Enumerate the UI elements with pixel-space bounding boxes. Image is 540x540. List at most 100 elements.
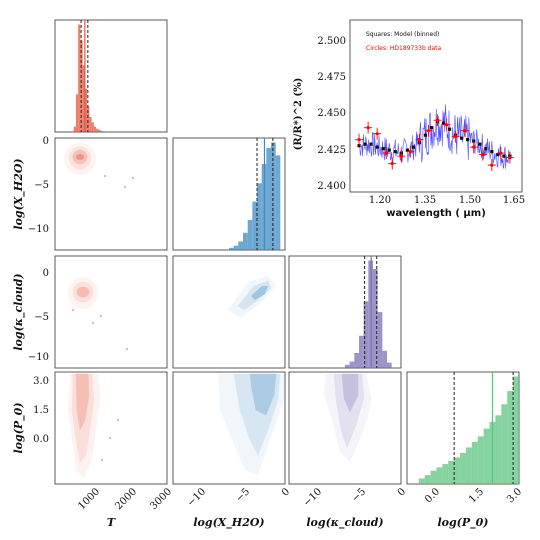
histogram-bar (424, 475, 431, 484)
ticks-cloud-x: −10 −5 0 (301, 486, 408, 509)
model-binned-square (375, 145, 379, 149)
model-binned-square (405, 148, 409, 152)
tick-label: −10 (28, 224, 49, 235)
inset-xlabel: wavelength ( μm) (386, 208, 486, 219)
tick-label: 0.0 (33, 434, 49, 445)
histogram-bar (84, 88, 88, 132)
model-binned-square (441, 121, 446, 125)
model-binned-square (429, 126, 434, 130)
tick-label: 2000 (113, 486, 139, 512)
histogram-bar (82, 65, 85, 132)
histogram-bar (91, 122, 94, 132)
histogram-bar (465, 447, 472, 484)
histogram-bar (382, 350, 387, 368)
histogram-bar (96, 128, 99, 132)
model-binned-square (466, 138, 470, 142)
histogram-bar (477, 436, 484, 484)
panel-pressure-vs-water (172, 371, 286, 485)
histogram-bar (89, 116, 92, 132)
model-binned-square (478, 142, 482, 146)
inset-ytick: 2.500 (317, 36, 346, 47)
tick-label: 0 (43, 268, 49, 279)
tick-label: −5 (34, 312, 49, 323)
model-binned-square (387, 148, 391, 152)
ticks-T-x: 1000 2000 3000 (76, 486, 174, 512)
histogram-bar (87, 106, 90, 132)
inset-ytick: 2.400 (317, 181, 346, 192)
tick-label: 3.0 (505, 486, 524, 505)
panel-pressure-vs-T (54, 371, 168, 485)
tick-label: −10 (301, 486, 324, 509)
data-point (375, 132, 379, 136)
histogram-bar (238, 241, 243, 250)
model-binned-square (363, 142, 367, 146)
histogram-bar (373, 269, 378, 368)
model-binned-square (393, 150, 397, 154)
density-pressure-vs-water (218, 373, 284, 475)
inset-xtick: 1.65 (503, 195, 525, 206)
inset-xtick: 1.20 (369, 195, 391, 206)
ticks-water-x: −10 −5 0 (185, 486, 292, 509)
inset-marks (355, 104, 514, 172)
model-binned-square (381, 147, 385, 151)
data-point (399, 154, 403, 158)
histogram-bar (73, 126, 76, 132)
data-point (417, 138, 422, 142)
histogram-bar (513, 376, 519, 484)
ticks-pressure-x: 0.0 1.5 3.0 (423, 486, 524, 505)
model-binned-square (357, 144, 361, 148)
model-binned-square (369, 142, 373, 146)
tick-label: −5 (350, 486, 368, 504)
histogram-bar (354, 352, 359, 368)
histogram-bar (363, 301, 369, 368)
histogram-bar (271, 142, 276, 250)
histogram-bar (430, 470, 437, 484)
histogram-bar (442, 464, 449, 484)
density-cloud-vs-T (68, 277, 128, 350)
panel-cloud-vs-water (172, 255, 286, 369)
tick-label: −5 (34, 180, 49, 191)
histogram-bar (266, 147, 271, 250)
data-point (435, 118, 440, 122)
histogram-bar (229, 247, 234, 250)
density-cloud-vs-water (228, 276, 276, 318)
inset-ytick: 2.475 (317, 72, 346, 83)
histogram-bar (247, 219, 253, 250)
tick-label: 1.5 (33, 405, 49, 416)
model-binned-square (502, 154, 506, 158)
histogram-bar (93, 126, 97, 132)
histogram-bar (75, 94, 79, 132)
histogram-bar (454, 457, 461, 484)
histogram-bar (252, 201, 257, 250)
model-binned-square (496, 153, 500, 157)
model-binned-square (490, 150, 494, 154)
quantile-markers (80, 20, 514, 484)
inset-ylabel: (R/R*)^2 (%) (293, 78, 304, 151)
data-point (472, 145, 476, 149)
histogram-bar (387, 362, 392, 368)
density-pressure-vs-T (68, 373, 119, 478)
histogram-bar (460, 452, 466, 484)
data-point (366, 126, 370, 130)
tick-label: −5 (234, 486, 252, 504)
data-point (454, 135, 458, 139)
histogram-bar (495, 415, 502, 484)
tick-label: 0 (396, 486, 408, 498)
model-binned-square (447, 127, 452, 131)
inset-frame (349, 19, 523, 193)
data-point (390, 161, 394, 166)
inset-ytick: 2.425 (317, 145, 346, 156)
model-binned-square (460, 136, 464, 140)
tick-label: 3.0 (33, 376, 49, 387)
data-point (426, 129, 431, 133)
tick-label: 0.0 (423, 486, 442, 505)
histogram-bar (377, 312, 383, 368)
histogram-bar (507, 390, 514, 484)
histogram-bar (257, 183, 262, 250)
data-point (384, 151, 388, 155)
model-spectrum-line (358, 104, 510, 169)
panel-cloud-vs-T (54, 255, 168, 369)
axis-label-cloud-x: log(κ_cloud) (306, 516, 383, 530)
histogram-bar (483, 428, 490, 484)
histogram-bar (345, 364, 350, 368)
